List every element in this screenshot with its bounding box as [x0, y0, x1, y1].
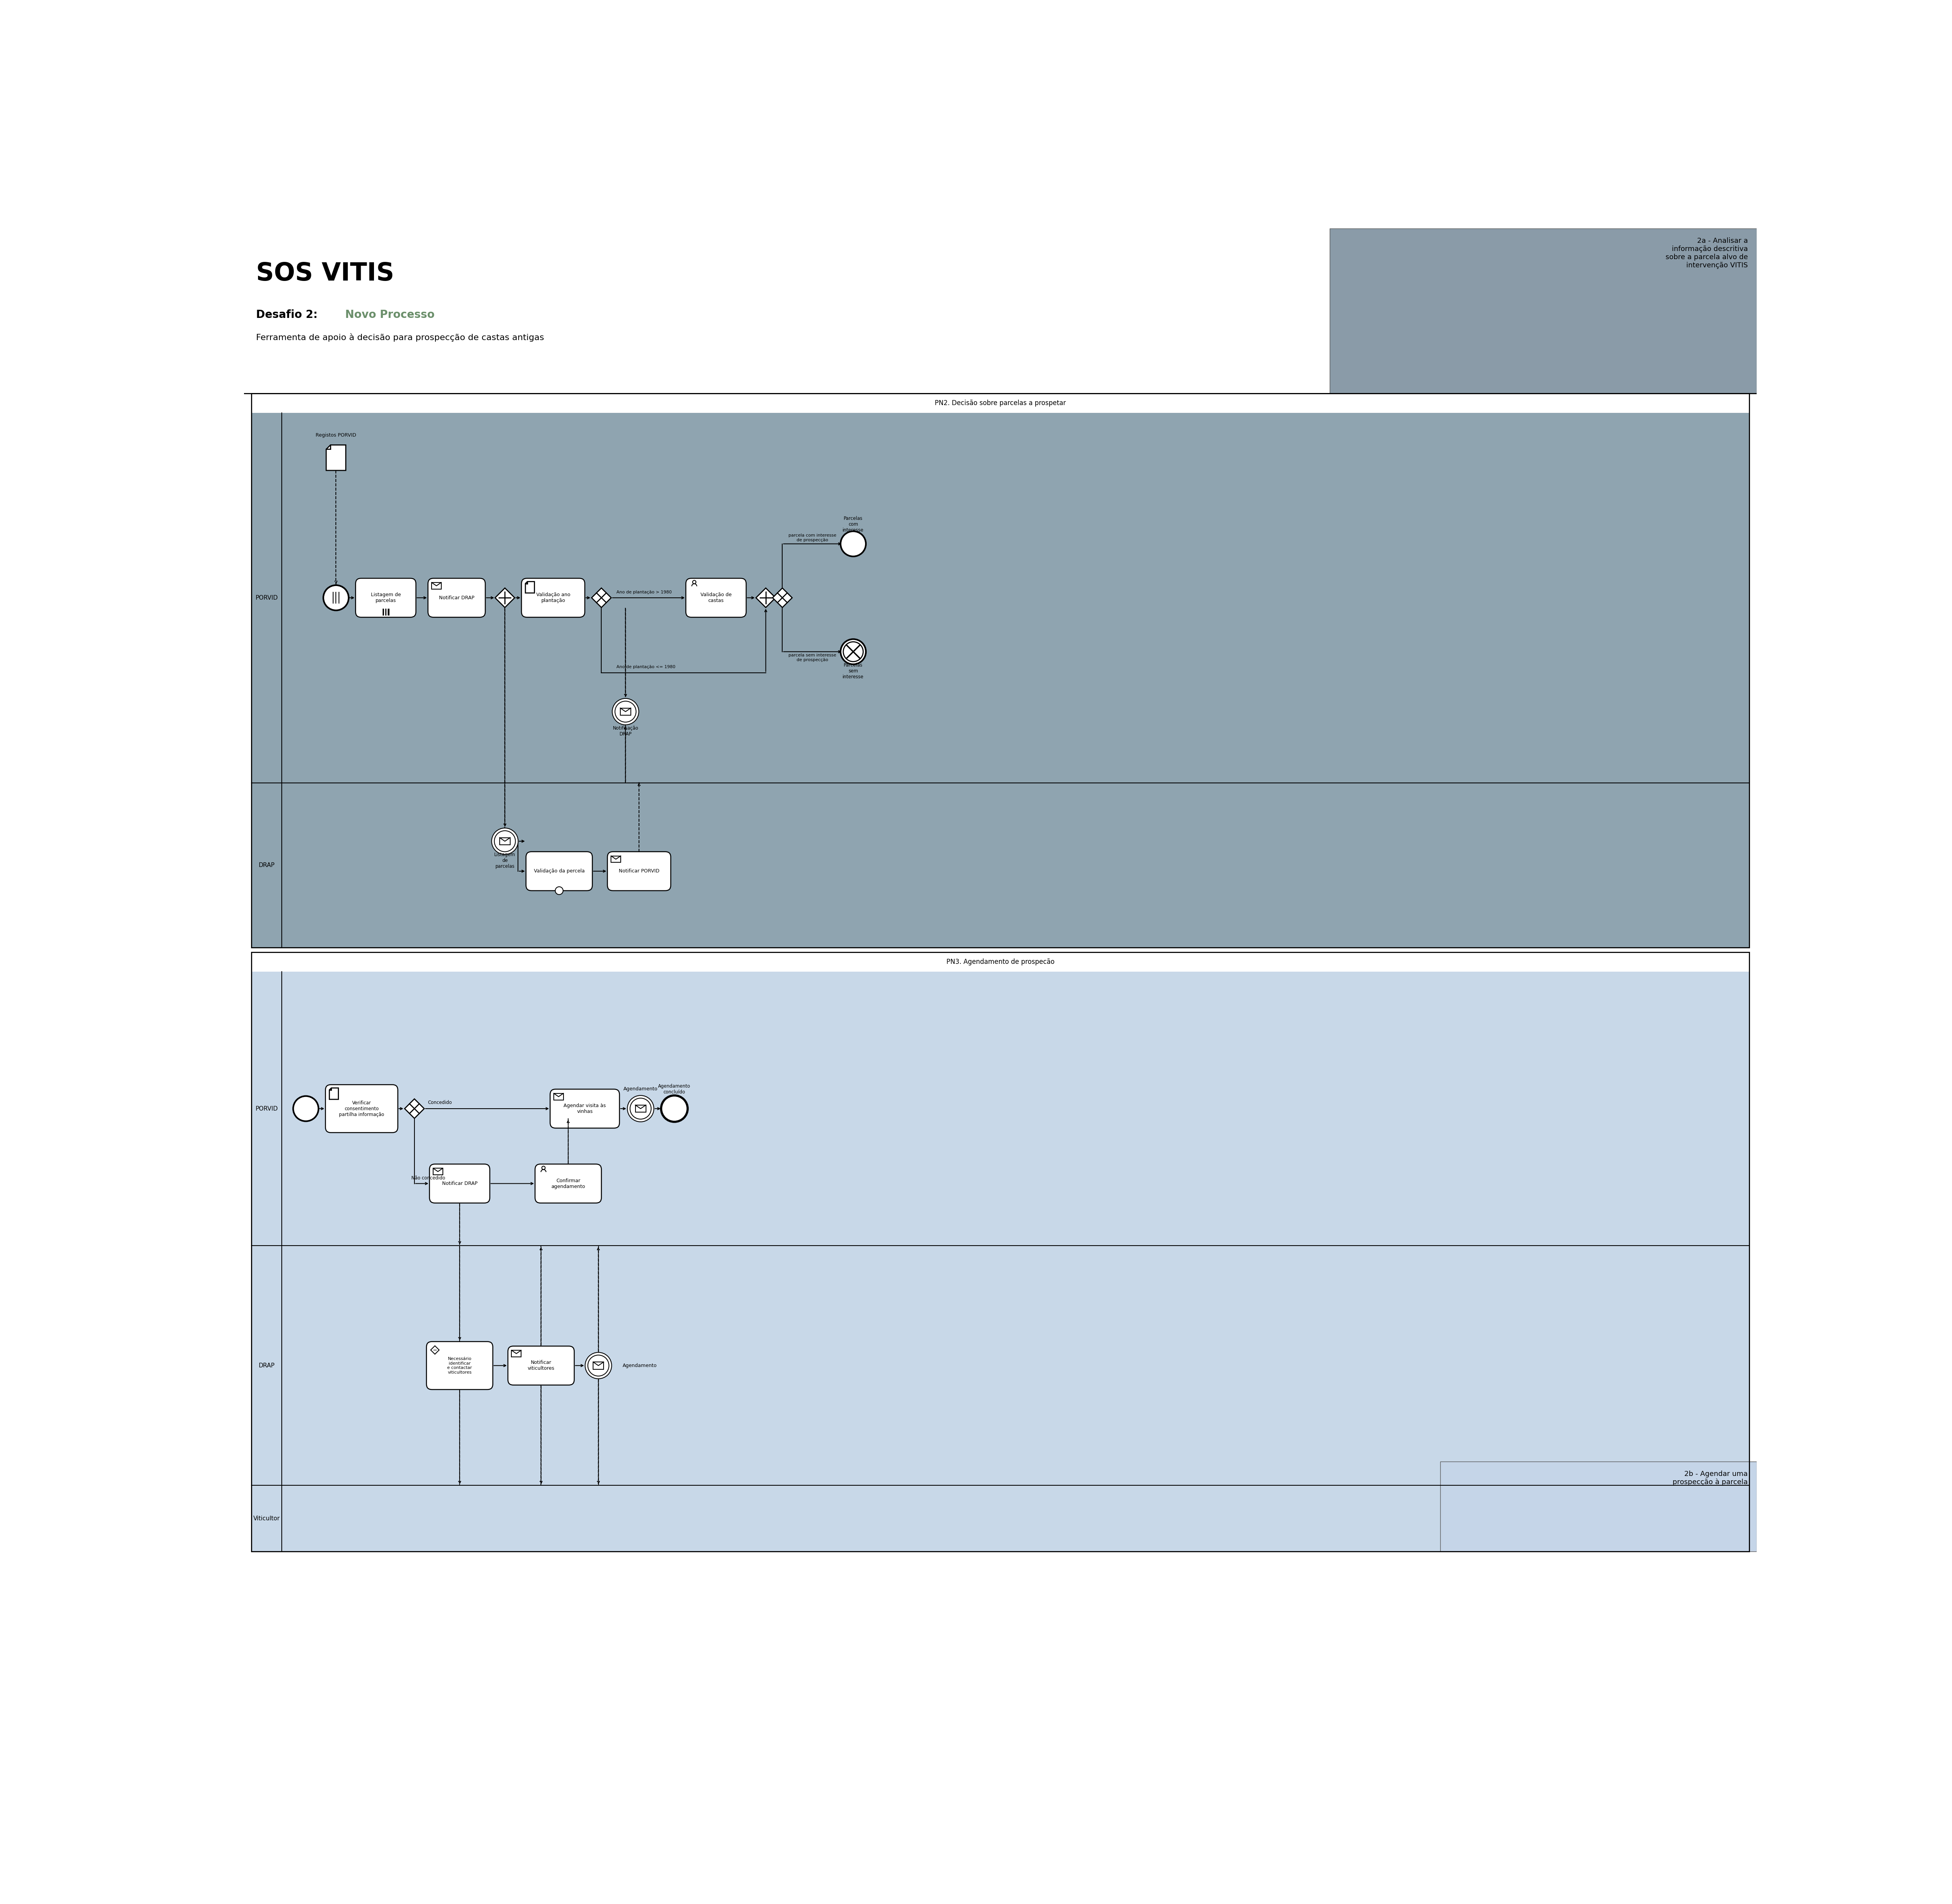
Polygon shape [591, 588, 611, 607]
Bar [252, 952, 1749, 1552]
Circle shape [841, 640, 867, 664]
Text: 2a - Analisar a
informação descritiva
sobre a parcela alvo de
intervenção VITIS: 2a - Analisar a informação descritiva so… [1665, 238, 1747, 268]
Text: Parcelas
com
interesse: Parcelas com interesse [843, 516, 865, 533]
Text: DRAP: DRAP [258, 1363, 275, 1369]
Text: Agendamento: Agendamento [623, 1363, 656, 1369]
Polygon shape [330, 1087, 338, 1099]
Text: PN3. Agendamento de prospecão: PN3. Agendamento de prospecão [947, 958, 1054, 965]
Text: Validação da percela: Validação da percela [533, 868, 584, 874]
Circle shape [324, 585, 349, 611]
FancyBboxPatch shape [521, 579, 586, 617]
Bar [593, 1361, 603, 1369]
Bar [611, 857, 621, 863]
Text: 2b - Agendar uma
prospecção à parcela: 2b - Agendar uma prospecção à parcela [1673, 1470, 1747, 1485]
FancyBboxPatch shape [426, 1342, 492, 1390]
Text: Notificação
DRAP: Notificação DRAP [613, 725, 638, 737]
Text: Notificar DRAP: Notificar DRAP [439, 596, 474, 600]
Circle shape [843, 642, 863, 661]
Circle shape [588, 1356, 609, 1377]
Circle shape [543, 1165, 545, 1169]
Text: PORVID: PORVID [256, 594, 277, 600]
Circle shape [841, 531, 867, 556]
Text: parcela com interesse
de prospecção: parcela com interesse de prospecção [789, 533, 835, 543]
Circle shape [630, 1099, 652, 1120]
FancyBboxPatch shape [535, 1163, 601, 1203]
Text: DRAP: DRAP [258, 863, 275, 868]
Bar [431, 583, 441, 588]
Bar [252, 1485, 1749, 1552]
Polygon shape [326, 446, 346, 470]
FancyBboxPatch shape [355, 579, 416, 617]
Circle shape [492, 828, 517, 855]
Bar [433, 1169, 443, 1175]
Bar [500, 838, 509, 845]
Bar [252, 952, 1749, 971]
Circle shape [615, 701, 636, 722]
Circle shape [293, 1097, 318, 1121]
Text: PN2. Decisão sobre parcelas a prospetar: PN2. Decisão sobre parcelas a prospetar [935, 400, 1066, 407]
Bar [554, 1093, 564, 1101]
Bar [244, 228, 1757, 394]
FancyBboxPatch shape [326, 1085, 398, 1133]
Text: Necessário
identificar
e contactar
viticultores: Necessário identificar e contactar vitic… [447, 1358, 472, 1375]
Bar [252, 783, 1749, 948]
Text: Novo Processo: Novo Processo [346, 308, 435, 320]
Polygon shape [773, 588, 793, 607]
Text: Não concedido: Não concedido [412, 1175, 445, 1180]
Text: Validação de
castas: Validação de castas [701, 592, 732, 604]
Text: Agendar visita às
vinhas: Agendar visita às vinhas [564, 1102, 605, 1114]
Bar [252, 394, 1749, 413]
Bar [252, 413, 1749, 783]
Polygon shape [431, 1346, 439, 1354]
Polygon shape [755, 588, 775, 607]
Text: Validação ano
plantação: Validação ano plantação [537, 592, 570, 604]
Text: Ferramenta de apoio à decisão para prospecção de castas antigas: Ferramenta de apoio à decisão para prosp… [256, 333, 545, 341]
Polygon shape [525, 581, 535, 592]
Text: Viticultor: Viticultor [254, 1516, 279, 1521]
Bar [252, 1245, 1749, 1485]
Text: Notificar PORVID: Notificar PORVID [619, 868, 660, 874]
Text: Verificar
consentimento
partilha informação: Verificar consentimento partilha informa… [340, 1101, 385, 1118]
Text: Desafio 2:: Desafio 2: [256, 308, 322, 320]
Text: Agendamento
concluído: Agendamento concluído [658, 1083, 691, 1095]
FancyBboxPatch shape [525, 851, 591, 891]
Text: Listagem
de
parcelas: Listagem de parcelas [494, 853, 515, 868]
Polygon shape [496, 588, 515, 607]
Text: Confirmar
agendamento: Confirmar agendamento [550, 1179, 586, 1188]
FancyBboxPatch shape [508, 1346, 574, 1384]
Circle shape [627, 1095, 654, 1121]
Bar [511, 1350, 521, 1358]
Circle shape [693, 581, 697, 585]
Text: Listagem de
parcelas: Listagem de parcelas [371, 592, 400, 604]
FancyBboxPatch shape [607, 851, 671, 891]
Text: Concedido: Concedido [427, 1101, 453, 1104]
Circle shape [554, 887, 562, 895]
Circle shape [662, 1095, 687, 1121]
Text: Agendamento: Agendamento [623, 1087, 658, 1091]
Bar [252, 971, 1749, 1245]
Text: Parcelas
sem
interesse: Parcelas sem interesse [843, 663, 865, 680]
FancyBboxPatch shape [429, 1163, 490, 1203]
Text: PORVID: PORVID [256, 1106, 277, 1112]
Text: Ano de plantação <= 1980: Ano de plantação <= 1980 [617, 664, 675, 668]
Polygon shape [404, 1099, 424, 1118]
Text: Notificar DRAP: Notificar DRAP [441, 1180, 478, 1186]
Circle shape [613, 699, 638, 725]
Text: Ano de plantação > 1980: Ano de plantação > 1980 [617, 590, 671, 594]
Text: SOS VITIS: SOS VITIS [256, 261, 394, 286]
Circle shape [494, 830, 515, 851]
Bar [1441, 1462, 1757, 1552]
Circle shape [586, 1352, 611, 1378]
FancyBboxPatch shape [550, 1089, 619, 1127]
FancyBboxPatch shape [427, 579, 486, 617]
Bar [1329, 228, 1757, 394]
Text: Registos PORVID: Registos PORVID [316, 432, 357, 438]
Bar [252, 394, 1749, 948]
FancyBboxPatch shape [685, 579, 746, 617]
Bar [621, 708, 630, 716]
Text: Notificar
viticultores: Notificar viticultores [527, 1359, 554, 1371]
Bar [634, 1104, 646, 1112]
Text: parcela sem interesse
de prospecção: parcela sem interesse de prospecção [789, 653, 835, 663]
